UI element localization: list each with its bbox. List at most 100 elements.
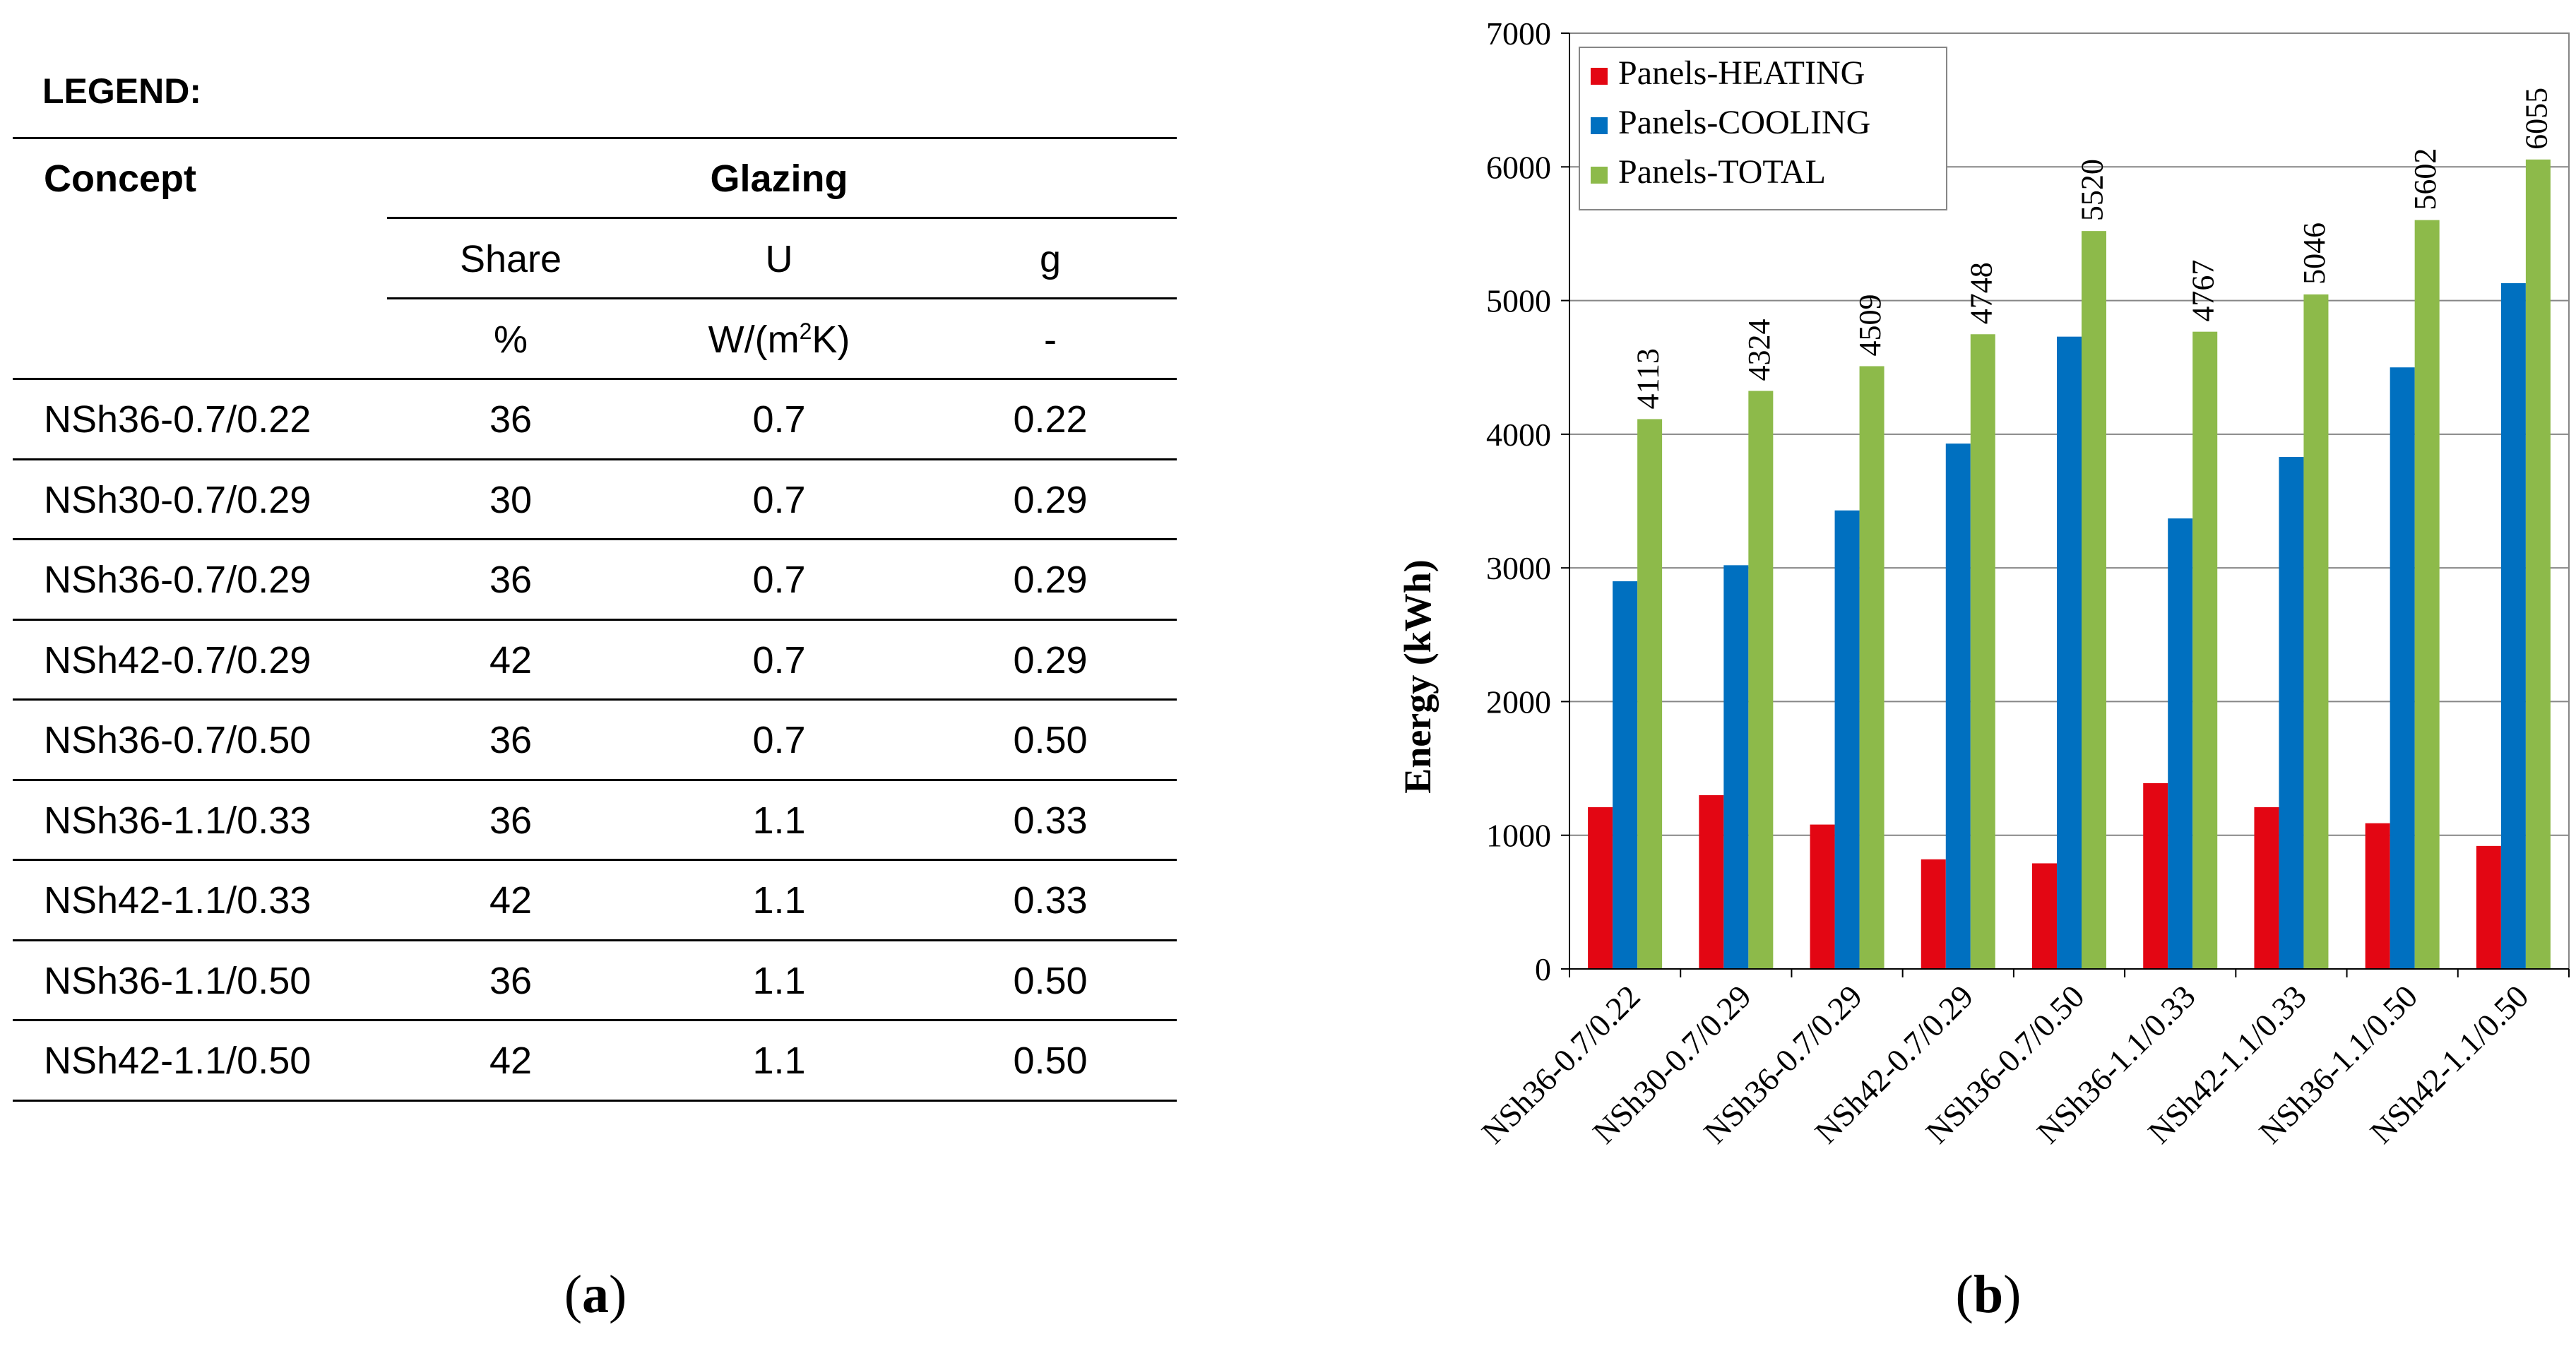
bar-panels-total	[1637, 419, 1663, 969]
row-concept: NSh42-1.1/0.50	[44, 1040, 311, 1082]
row-u: 0.7	[752, 478, 806, 521]
data-label: 4767	[2186, 260, 2221, 322]
table-row-rule	[13, 1099, 1177, 1102]
bar-panels-cooling	[2279, 457, 2304, 969]
row-share: 42	[489, 638, 533, 682]
header-g: g	[1039, 238, 1062, 280]
bar-panels-total	[2414, 220, 2440, 969]
bar-panels-heating	[1699, 794, 1724, 969]
table-rule-top	[13, 137, 1177, 139]
legend-swatch	[1591, 68, 1608, 85]
legend-swatch	[1591, 117, 1608, 134]
data-label: 4748	[1964, 262, 1998, 324]
data-label: 4509	[1853, 294, 1887, 357]
bar-panels-heating	[1588, 807, 1613, 969]
caption-b-open: (	[1955, 1265, 1973, 1324]
data-label: 5602	[2408, 148, 2443, 210]
row-u: 1.1	[752, 799, 806, 842]
unit-share: %	[493, 319, 528, 361]
row-share: 36	[489, 398, 533, 441]
bar-panels-cooling	[2168, 518, 2193, 969]
unit-g: -	[1044, 319, 1057, 361]
bar-panels-cooling	[1834, 510, 1860, 969]
bar-panels-cooling	[2390, 367, 2415, 969]
row-concept: NSh36-0.7/0.22	[44, 398, 311, 441]
y-tick-label: 3000	[1486, 550, 1551, 586]
row-u: 0.7	[752, 719, 806, 761]
bar-panels-total	[2082, 231, 2106, 970]
bar-panels-cooling	[1945, 444, 1971, 969]
row-concept: NSh36-0.7/0.50	[44, 719, 311, 761]
row-share: 36	[489, 559, 533, 601]
row-g: 0.33	[1013, 799, 1088, 842]
row-share: 42	[489, 1040, 533, 1082]
bar-panels-heating	[2254, 807, 2279, 969]
row-g: 0.50	[1013, 719, 1088, 761]
bar-panels-total	[2192, 331, 2218, 969]
row-g: 0.29	[1013, 638, 1088, 682]
bar-panels-heating	[2032, 863, 2057, 969]
y-tick-label: 4000	[1486, 417, 1551, 453]
bar-panels-heating	[2365, 823, 2390, 969]
table-row-rule	[13, 939, 1177, 941]
table-row-rule	[13, 859, 1177, 861]
row-concept: NSh36-0.7/0.29	[44, 559, 311, 601]
row-share: 42	[489, 879, 533, 922]
table-row-rule	[13, 458, 1177, 460]
table-rule-header-bottom	[13, 378, 1177, 380]
caption-a: (a)	[564, 1264, 627, 1326]
row-concept: NSh36-1.1/0.33	[44, 799, 311, 842]
bar-panels-cooling	[1613, 581, 1638, 969]
caption-a-letter: a	[582, 1265, 609, 1324]
row-g: 0.29	[1013, 478, 1088, 521]
row-share: 36	[489, 719, 533, 761]
caption-a-close: )	[609, 1265, 627, 1324]
row-g: 0.33	[1013, 879, 1088, 922]
y-tick-label: 5000	[1486, 283, 1551, 319]
header-share: Share	[459, 238, 562, 280]
table-row-rule	[13, 1019, 1177, 1021]
chart-legend: Panels-HEATING Panels-COOLING Panels-TOTAL	[1579, 47, 1947, 210]
legend-entry-label: Panels-TOTAL	[1618, 153, 1826, 191]
data-label: 4324	[1742, 319, 1776, 381]
row-concept: NSh36-1.1/0.50	[44, 959, 311, 1002]
bar-panels-heating	[1921, 859, 1946, 969]
row-g: 0.50	[1013, 959, 1088, 1002]
row-share: 30	[489, 478, 533, 521]
row-concept: NSh42-0.7/0.29	[44, 638, 311, 682]
bar-panels-total	[1748, 391, 1774, 969]
y-tick-label: 7000	[1486, 16, 1551, 52]
data-label: 6055	[2519, 88, 2553, 150]
row-u: 0.7	[752, 638, 806, 682]
axes: 0 1000 2000 3000 4000 5000 6000 7000	[1486, 16, 2570, 987]
row-share: 36	[489, 959, 533, 1002]
bar-panels-heating	[1810, 824, 1835, 969]
table-row-rule	[13, 698, 1177, 701]
bars	[1588, 159, 2551, 970]
data-label: 4113	[1631, 348, 1666, 409]
y-tick-label: 2000	[1486, 684, 1551, 720]
bar-panels-total	[2525, 159, 2551, 969]
y-axis-label: Energy (kWh)	[1396, 559, 1439, 794]
table-row-rule	[13, 778, 1177, 781]
caption-b-letter: b	[1973, 1265, 2004, 1324]
bar-panels-cooling	[2500, 282, 2526, 969]
caption-b-close: )	[2003, 1265, 2022, 1324]
legend-entry-label: Panels-HEATING	[1618, 54, 1865, 92]
header-u: U	[765, 238, 793, 280]
bar-panels-total	[1859, 366, 1884, 969]
row-u: 0.7	[752, 398, 806, 441]
header-glazing: Glazing	[710, 157, 848, 200]
table-rule-units	[387, 297, 1177, 299]
bar-panels-heating	[2476, 845, 2501, 969]
data-label: 5046	[2297, 222, 2332, 285]
legend-label: LEGEND:	[42, 71, 201, 111]
legend-box	[1579, 47, 1947, 210]
legend-entry-label: Panels-COOLING	[1618, 104, 1870, 141]
row-concept: NSh42-1.1/0.33	[44, 879, 311, 922]
unit-u: W/(m2K)	[708, 320, 850, 359]
row-g: 0.50	[1013, 1040, 1088, 1082]
bar-panels-cooling	[2057, 336, 2082, 969]
legend-swatch	[1591, 167, 1608, 184]
